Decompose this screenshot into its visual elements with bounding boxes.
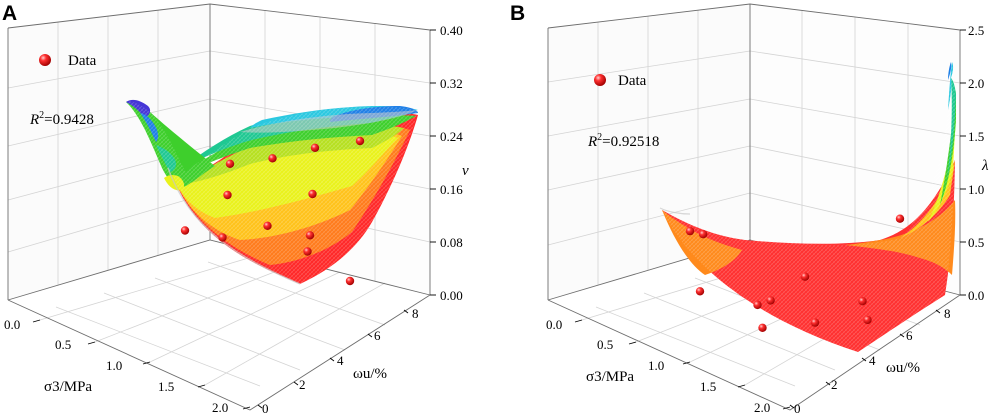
y-tick-b: 6 <box>906 328 913 343</box>
y-axis-b: 0 2 4 6 8 ωu/% <box>789 306 951 416</box>
panel-a: A <box>2 2 469 416</box>
data-point <box>698 230 708 239</box>
z-axis-b: 0.0 0.5 1.0 1.5 2.0 2.5 λ <box>960 23 989 303</box>
x-tick-b: 2.0 <box>754 400 770 415</box>
data-point <box>858 297 867 306</box>
z-axis-label-b: λ <box>981 158 989 174</box>
data-point <box>695 287 705 296</box>
data-point <box>225 159 235 168</box>
z-axis-label-a: v <box>462 163 469 179</box>
data-point <box>218 233 227 242</box>
data-point <box>355 136 365 146</box>
data-point <box>305 231 315 240</box>
x-tick-a: 1.0 <box>106 358 122 373</box>
data-point <box>766 296 775 305</box>
z-tick-a: 0.24 <box>440 129 463 144</box>
z-tick-b: 0.5 <box>968 235 984 250</box>
data-point <box>753 300 762 310</box>
z-tick-a: 0.00 <box>440 288 463 303</box>
x-tick-a: 0.0 <box>4 317 20 332</box>
x-axis-label-a: σ3/MPa <box>44 379 92 395</box>
legend-a: Data <box>39 53 97 69</box>
legend-label-a: Data <box>68 53 97 69</box>
y-tick-b: 8 <box>944 306 951 321</box>
x-tick-b: 1.5 <box>700 379 716 394</box>
y-tick-b: 0 <box>794 401 801 416</box>
panel-b-label: B <box>510 2 525 25</box>
z-tick-a: 0.40 <box>440 23 463 38</box>
data-point <box>810 318 820 327</box>
data-point <box>308 189 317 199</box>
z-tick-a: 0.16 <box>440 182 463 197</box>
data-point <box>863 315 872 325</box>
panel-a-label: A <box>2 2 17 25</box>
data-points-a <box>180 136 365 286</box>
y-tick-b: 4 <box>869 353 876 368</box>
data-point <box>685 226 695 236</box>
x-axis-a: 0.0 0.5 1.0 1.5 2.0 σ3/MPa <box>4 317 251 415</box>
data-point <box>758 323 767 332</box>
data-point <box>263 221 272 230</box>
z-tick-b: 1.5 <box>968 129 984 144</box>
y-axis-label-b: ωu/% <box>886 360 920 376</box>
y-tick-a: 0 <box>262 401 269 416</box>
data-point <box>345 276 355 286</box>
z-tick-a: 0.08 <box>440 235 463 250</box>
x-tick-a: 1.5 <box>158 379 174 394</box>
data-point <box>303 247 312 256</box>
x-tick-b: 1.0 <box>648 358 664 373</box>
data-point <box>268 154 277 163</box>
x-axis-label-b: σ3/MPa <box>586 369 634 385</box>
z-tick-b: 1.0 <box>968 182 984 197</box>
x-axis-b: 0.0 0.5 1.0 1.5 2.0 σ3/MPa <box>546 317 791 415</box>
y-tick-a: 6 <box>374 328 381 343</box>
x-tick-b: 0.5 <box>597 337 613 352</box>
y-tick-a: 2 <box>299 377 306 392</box>
panel-b: B <box>510 2 989 416</box>
y-tick-a: 8 <box>412 306 419 321</box>
z-tick-b: 2.0 <box>968 76 984 91</box>
legend-label-b: Data <box>618 73 647 89</box>
data-point <box>310 143 320 152</box>
z-tick-a: 0.32 <box>440 76 463 91</box>
z-tick-b: 2.5 <box>968 23 984 38</box>
z-axis-a: 0.00 0.08 0.16 0.24 0.32 0.40 v <box>430 23 469 303</box>
x-tick-b: 0.0 <box>546 317 562 332</box>
r2-annotation-a: R2=0.9428 <box>29 110 94 128</box>
y-tick-a: 4 <box>337 353 344 368</box>
data-point <box>223 190 232 200</box>
x-tick-a: 0.5 <box>55 337 71 352</box>
legend-b: Data <box>594 73 647 89</box>
legend-marker-b <box>594 74 606 86</box>
data-point <box>800 272 810 281</box>
y-axis-label-a: ωu/% <box>353 366 387 382</box>
data-point <box>180 226 190 235</box>
y-axis-a: 0 2 4 6 8 ωu/% <box>257 306 419 416</box>
z-tick-b: 0.0 <box>968 288 984 303</box>
legend-marker-a <box>39 54 51 66</box>
data-points-b <box>685 214 905 332</box>
x-tick-a: 2.0 <box>212 400 228 415</box>
data-point <box>895 214 905 223</box>
y-tick-b: 2 <box>831 377 838 392</box>
r2-annotation-b: R2=0.92518 <box>587 132 659 150</box>
